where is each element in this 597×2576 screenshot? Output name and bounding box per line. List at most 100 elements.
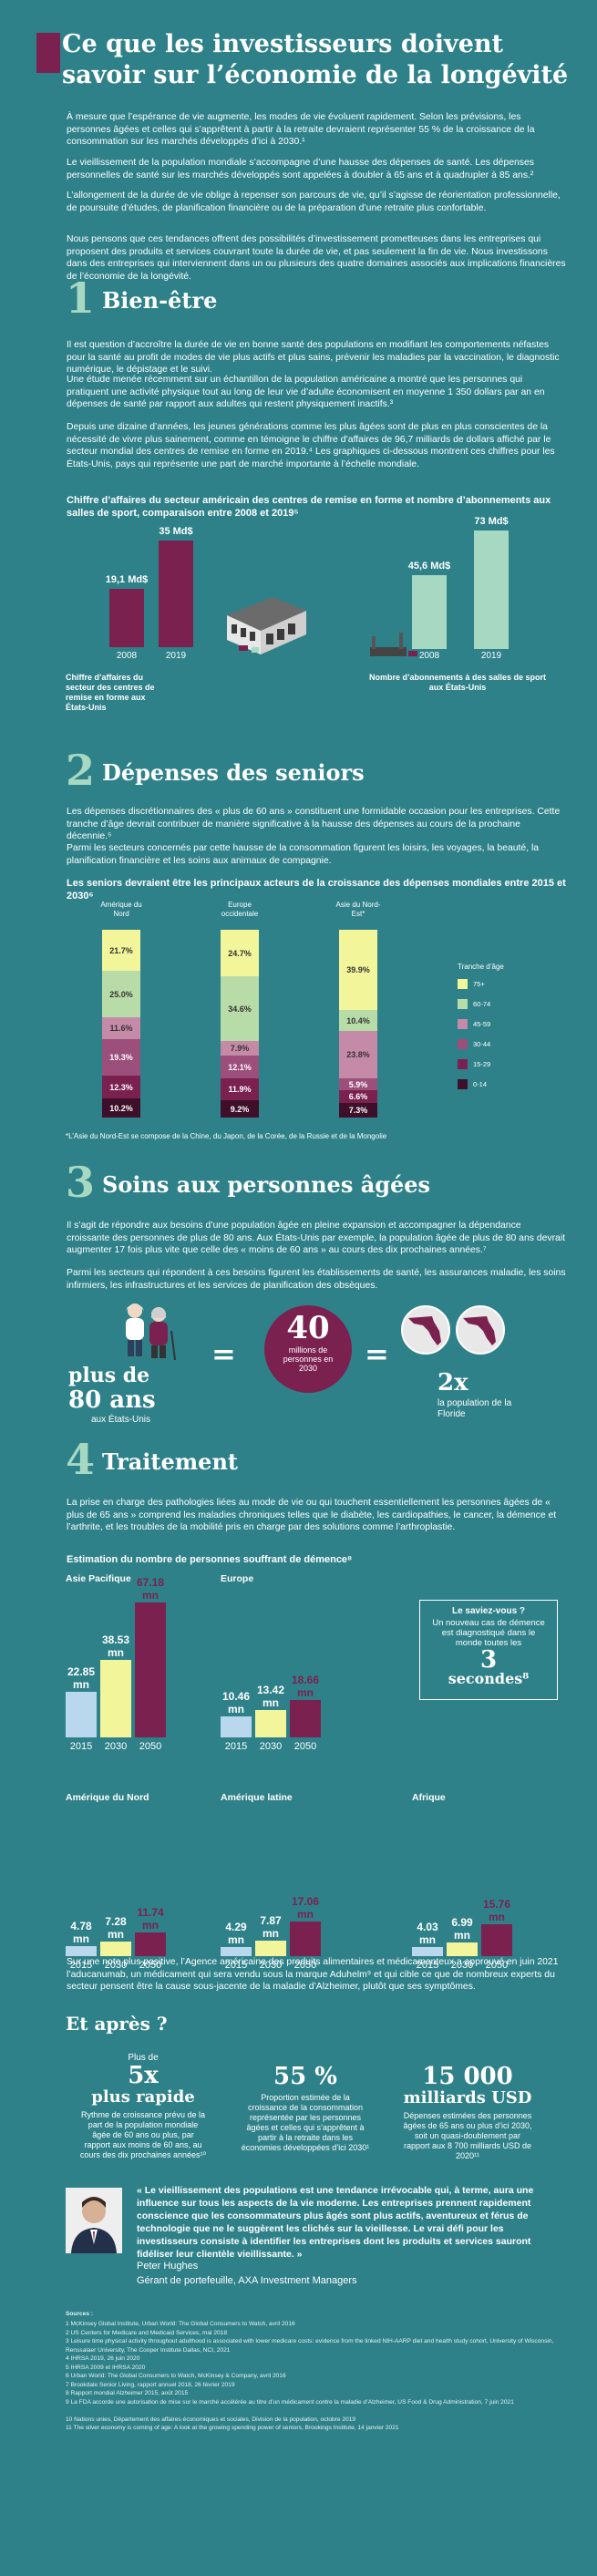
subscriptions-year-2019: 2019 [480, 651, 502, 661]
s3-right-small: la population de la Floride [437, 1398, 512, 1419]
dementia-unit-2-2050: mn [142, 1919, 159, 1932]
dementia-value-1-2030: 13.42 [256, 1684, 285, 1696]
legend-label-30-44: 30-44 [473, 1040, 491, 1048]
quote-name: Peter Hughes [137, 2261, 199, 2272]
spending-segment-1-2: 7.9% [221, 1041, 259, 1056]
revenue-year-2008: 2008 [116, 651, 138, 661]
spending-segment-0-0: 21.7% [102, 930, 140, 971]
next-stat-text-2: Dépenses estimées des personnes âgées de… [403, 2111, 532, 2160]
section-2-number: 2 [66, 746, 96, 795]
dementia-plot-1: 10.46 mn 2015 13.42 mn 2030 18.66 mn 2050 [221, 1592, 357, 1756]
age-legend: 75+ 60-74 45-59 30-44 15-29 0-14 [458, 979, 549, 1107]
dementia-value-0-2015: 22.85 [67, 1665, 96, 1678]
source-item-3: 4 IHRSA 2019, 26 juin 2020 [66, 2355, 140, 2362]
dementia-region-name-3: Amérique latine [221, 1792, 293, 1803]
legend-row-15-29: 15-29 [458, 1059, 490, 1069]
legend-swatch-30-44 [458, 1039, 468, 1049]
subscriptions-bar-2008 [412, 575, 447, 649]
legend-row-45-59: 45-59 [458, 1019, 490, 1029]
legend-label-75+: 75+ [473, 980, 485, 988]
source-item-8: 9 La FDA accorde une autorisation de mis… [66, 2398, 514, 2406]
section-1-number: 1 [66, 273, 96, 323]
dementia-year-1-2015: 2015 [224, 1741, 248, 1752]
s3-paragraph-1: Il s’agit de répondre aux besoins d’une … [67, 1221, 566, 1255]
next-stat-big2-2: milliards USD [403, 2088, 532, 2107]
spending-segment-2-4: 6.6% [339, 1090, 377, 1103]
revenue-bar-2019 [159, 541, 193, 647]
subscriptions-value-2008: 45,6 Md$ [407, 561, 451, 572]
spending-region-label-1: Europe occidentale [221, 901, 259, 918]
dementia-unit-0-2030: mn [108, 1646, 124, 1659]
spending-segment-2-5: 7.3% [339, 1103, 377, 1118]
legend-label-15-29: 15-29 [473, 1060, 491, 1068]
subscriptions-caption: Nombre d’abonnements à des salles de spo… [368, 673, 547, 692]
dementia-bar-1-2030 [255, 1710, 286, 1737]
dementia-value-2-2015: 4.78 [70, 1920, 92, 1932]
spending-chart: Amérique du Nord 21.7% 25.0% 11.6% 19.3% 12.3… [66, 901, 567, 1128]
dementia-charts: Asie Pacifique 22.85 mn 2015 38.53 mn 2030 67.1… [66, 1573, 576, 1971]
intro-paragraph-1: À mesure que l’espérance de vie augmente… [67, 112, 535, 147]
section-3-number: 3 [66, 1158, 96, 1207]
s4-paragraph-1: La prise en charge des pathologies liées… [67, 1498, 557, 1532]
dementia-year-0-2050: 2050 [139, 1741, 162, 1752]
dementia-value-4-2050: 15.76 [482, 1898, 511, 1911]
legend-title: Tranche d’âge [458, 963, 504, 971]
next-stat-big-1: 55 % [273, 2063, 337, 2090]
callout-text: Un nouveau cas de démence est diagnostiq… [432, 1618, 545, 1648]
source-item-5: 6 Urban World: The Global Consumers to W… [66, 2373, 286, 2379]
dementia-value-0-2050: 67.18 [136, 1576, 165, 1589]
dementia-region-name-1: Europe [221, 1573, 254, 1584]
next-stat-1: 55 % Proportion estimée de la croissance … [228, 2053, 383, 2153]
title-accent-bar [36, 33, 60, 73]
dementia-unit-4-2050: mn [489, 1911, 505, 1923]
spending-segment-1-4: 11.9% [221, 1078, 259, 1100]
dementia-plot-3: 4.29 mn 2015 7.87 mn 2030 17.06 mn 2050 [221, 1810, 357, 1974]
s3-paragraph-2: Parmi les secteurs qui répondent à ces b… [67, 1268, 566, 1291]
spending-segment-1-0: 24.7% [221, 930, 259, 976]
florida-map-icon-1 [401, 1305, 450, 1355]
spending-segment-1-1: 34.6% [221, 976, 259, 1041]
s3-right-big: 2x [437, 1369, 468, 1396]
intro-paragraph-3: L’allongement de la durée de vie oblige … [67, 191, 561, 213]
spending-stack-0: 21.7% 25.0% 11.6% 19.3% 12.3% 10.2% [102, 930, 140, 1130]
next-stat-big-0: 5x [128, 2062, 159, 2089]
legend-label-60-74: 60-74 [473, 1000, 491, 1008]
dementia-unit-0-2015: mn [73, 1678, 89, 1691]
dementia-year-1-2050: 2050 [293, 1741, 317, 1752]
subscriptions-bar-2019 [474, 531, 509, 649]
dementia-value-4-2030: 6.99 [451, 1916, 473, 1929]
dementia-value-4-2015: 4.03 [417, 1921, 438, 1933]
dementia-value-2-2030: 7.28 [105, 1915, 127, 1928]
dementia-unit-4-2015: mn [419, 1933, 436, 1946]
dementia-year-3-2015: 2015 [224, 1960, 248, 1971]
s2-paragraph-1: Les dépenses discrétionnaires des « plus… [67, 807, 561, 841]
source-item-0: 1 McKinsey Global Institute, Urban World… [66, 2321, 295, 2327]
source-item-9: 10 Nations unies, Département des affair… [66, 2416, 356, 2423]
next-stat-text-1: Proportion estimée de la croissance de l… [241, 2093, 370, 2152]
s3-left-small: aux États-Unis [91, 1415, 151, 1425]
s2-chart-title: Les seniors devraient être les principau… [67, 878, 566, 902]
spending-segment-0-1: 25.0% [102, 971, 140, 1017]
dementia-bar-4-2030 [447, 1942, 478, 1956]
dementia-value-1-2015: 10.46 [221, 1690, 251, 1703]
spending-stack-2: 39.9% 10.4% 23.8% 5.9% 6.6% 7.3% [339, 930, 377, 1130]
dementia-bar-4-2050 [481, 1924, 512, 1956]
portrait-avatar [66, 2188, 122, 2253]
quote-text: « Le vieillissement des populations est … [137, 2185, 534, 2260]
population-circle: 40 millions de personnes en 2030 [264, 1305, 352, 1393]
s2-paragraph-2: Parmi les secteurs concernés par cette h… [67, 843, 540, 866]
source-item-6: 7 Brookdale Senior Living, rapport annue… [66, 2381, 235, 2388]
dementia-bar-0-2030 [100, 1660, 131, 1737]
legend-swatch-45-59 [458, 1019, 468, 1029]
dementia-bar-2-2015 [66, 1946, 97, 1956]
intro-paragraph-4: Nous pensons que ces tendances offrent d… [67, 234, 566, 282]
spending-segment-2-3: 5.9% [339, 1078, 377, 1090]
legend-row-60-74: 60-74 [458, 999, 490, 1009]
dementia-bar-1-2015 [221, 1716, 252, 1737]
quote-role: Gérant de portefeuille, AXA Investment M… [137, 2275, 357, 2286]
dementia-value-0-2030: 38.53 [101, 1633, 130, 1646]
circle-number: 40 [286, 1310, 330, 1346]
legend-row-0-14: 0-14 [458, 1079, 487, 1089]
dementia-region-name-2: Amérique du Nord [66, 1792, 149, 1803]
spending-segment-2-2: 23.8% [339, 1031, 377, 1078]
